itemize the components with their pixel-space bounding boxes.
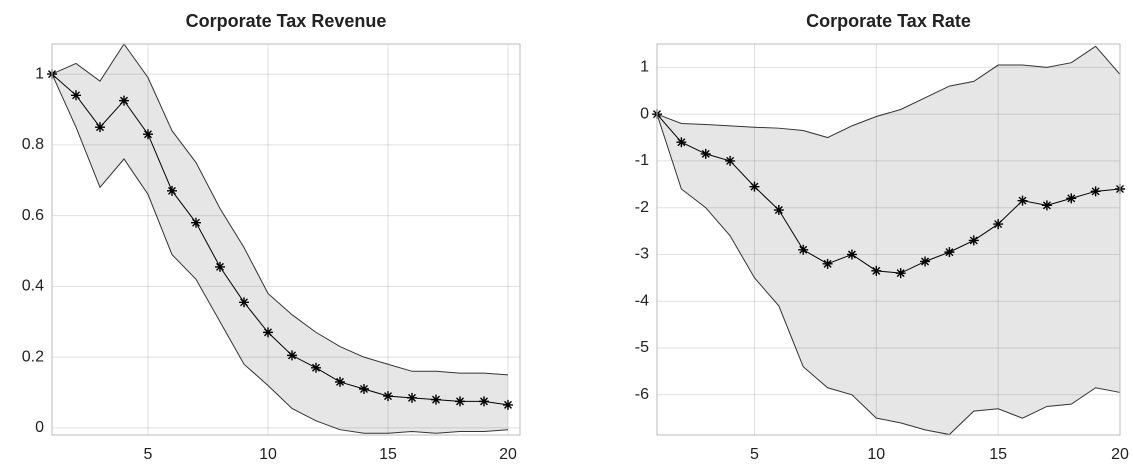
asterisk-marker <box>311 362 321 373</box>
asterisk-marker <box>773 205 784 216</box>
asterisk-marker <box>700 148 711 159</box>
x-tick-label: 20 <box>499 446 517 463</box>
asterisk-marker <box>993 219 1004 230</box>
response-line <box>656 113 1121 274</box>
asterisk-marker <box>191 217 201 228</box>
asterisk-marker <box>846 249 857 260</box>
asterisk-marker <box>676 137 687 148</box>
band-lower <box>51 73 509 434</box>
asterisk-marker <box>920 256 931 267</box>
asterisk-marker <box>968 235 979 246</box>
asterisk-marker <box>431 394 441 405</box>
asterisk-marker <box>749 181 760 192</box>
asterisk-marker <box>143 129 153 140</box>
chart-title: Corporate Tax Rate <box>806 11 971 31</box>
asterisk-marker <box>239 297 249 308</box>
y-tick-label: 0.4 <box>22 278 44 295</box>
x-tick-label: 15 <box>989 446 1007 463</box>
y-tick-label: 0 <box>640 105 649 122</box>
plot-frame <box>656 43 1121 436</box>
asterisk-marker <box>359 384 369 394</box>
asterisk-marker <box>798 244 809 255</box>
asterisk-marker <box>167 185 177 196</box>
asterisk-marker <box>119 95 129 106</box>
y-tick-label: 0.8 <box>22 136 44 153</box>
asterisk-marker <box>1017 195 1028 206</box>
band-lower <box>656 114 1121 436</box>
y-tick-label: -1 <box>635 152 649 169</box>
asterisk-marker <box>287 350 297 361</box>
asterisk-marker <box>263 327 273 338</box>
band-upper <box>656 45 1121 139</box>
x-tick-label: 10 <box>867 446 885 463</box>
y-tick-label: 0.2 <box>22 348 44 365</box>
asterisk-marker <box>95 122 105 133</box>
asterisk-marker <box>407 392 417 403</box>
y-tick-label: -5 <box>635 339 649 356</box>
asterisk-marker <box>479 396 489 407</box>
asterisk-marker <box>71 90 81 101</box>
asterisk-marker <box>822 258 833 269</box>
x-tick-label: 5 <box>144 446 153 463</box>
y-tick-label: -3 <box>635 246 649 263</box>
y-tick-label: 0 <box>35 419 44 436</box>
chart-title: Corporate Tax Revenue <box>186 11 387 31</box>
x-tick-label: 5 <box>750 446 759 463</box>
y-tick-label: 0.6 <box>22 207 44 224</box>
asterisk-marker <box>455 396 465 407</box>
asterisk-marker <box>503 399 513 410</box>
band-upper <box>51 43 509 376</box>
y-tick-label: 1 <box>640 59 649 76</box>
asterisk-marker <box>1066 193 1077 204</box>
plot-frame <box>51 43 521 436</box>
x-tick-label: 15 <box>379 446 397 463</box>
asterisk-marker <box>215 261 225 272</box>
y-tick-label: -4 <box>635 292 649 309</box>
asterisk-marker <box>944 247 955 258</box>
y-tick-label: 1 <box>35 65 44 82</box>
asterisk-marker <box>895 268 906 279</box>
x-tick-label: 20 <box>1111 446 1129 463</box>
asterisk-marker <box>383 391 393 402</box>
asterisk-marker <box>335 376 345 387</box>
asterisk-marker <box>725 155 736 166</box>
asterisk-marker <box>1041 200 1052 211</box>
confidence-band <box>657 46 1120 435</box>
confidence-band <box>52 44 508 434</box>
asterisk-marker <box>871 265 882 276</box>
y-tick-label: -2 <box>635 199 649 216</box>
x-tick-label: 10 <box>259 446 277 463</box>
asterisk-marker <box>1090 186 1101 197</box>
y-tick-label: -6 <box>635 386 649 403</box>
